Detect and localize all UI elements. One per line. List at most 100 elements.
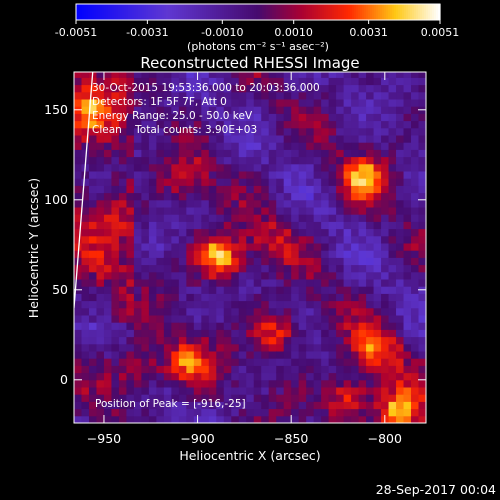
- heatmap-cell: [283, 322, 292, 330]
- heatmap-cell: [193, 351, 202, 359]
- heatmap-cell: [148, 135, 157, 143]
- heatmap-cell: [253, 192, 262, 201]
- heatmap-cell: [88, 365, 97, 374]
- heatmap-cell: [261, 372, 270, 381]
- heatmap-cell: [418, 77, 426, 86]
- heatmap-cell: [186, 286, 195, 294]
- heatmap-cell: [208, 228, 217, 237]
- heatmap-cell: [216, 77, 225, 86]
- heatmap-cell: [328, 199, 337, 208]
- colorbar-cell: [166, 4, 169, 20]
- heatmap-cell: [306, 178, 315, 186]
- heatmap-cell: [74, 343, 82, 352]
- heatmap-cell: [321, 120, 330, 129]
- colorbar-tick-label: -0.0051: [55, 26, 97, 39]
- heatmap-cell: [396, 415, 405, 423]
- heatmap-cell: [141, 394, 150, 402]
- heatmap-cell: [96, 257, 105, 266]
- heatmap-cell: [418, 192, 426, 201]
- colorbar-cell: [354, 4, 357, 20]
- heatmap-cell: [298, 120, 307, 129]
- heatmap-cell: [366, 264, 375, 273]
- heatmap-cell: [96, 142, 105, 150]
- heatmap-cell: [306, 415, 315, 423]
- heatmap-cell: [231, 415, 240, 423]
- colorbar-cell: [360, 4, 363, 20]
- heatmap-cell: [396, 379, 405, 388]
- colorbar-cell: [332, 4, 335, 20]
- heatmap-cell: [396, 401, 405, 410]
- colorbar-cell: [180, 4, 183, 20]
- heatmap-cell: [193, 178, 202, 186]
- heatmap-cell: [313, 84, 322, 93]
- heatmap-cell: [171, 394, 180, 402]
- heatmap-cell: [306, 293, 315, 302]
- heatmap-cell: [351, 106, 360, 114]
- heatmap-cell: [358, 149, 367, 158]
- heatmap-cell: [231, 163, 240, 172]
- heatmap-cell: [291, 106, 300, 114]
- heatmap-cell: [178, 365, 187, 374]
- heatmap-cell: [396, 243, 405, 251]
- heatmap-cell: [133, 84, 142, 93]
- heatmap-cell: [276, 250, 285, 258]
- heatmap-cell: [261, 156, 270, 165]
- heatmap-cell: [111, 315, 120, 323]
- heatmap-cell: [403, 135, 412, 143]
- heatmap-cell: [276, 243, 285, 251]
- heatmap-cell: [178, 199, 187, 208]
- heatmap-cell: [261, 264, 270, 273]
- heatmap-cell: [253, 387, 262, 395]
- heatmap-cell: [411, 415, 420, 423]
- heatmap-cell: [246, 279, 255, 287]
- heatmap-cell: [96, 127, 105, 136]
- heatmap-cell: [313, 358, 322, 366]
- colorbar-cell: [106, 4, 109, 20]
- heatmap-cell: [156, 91, 165, 100]
- colorbar-cell: [232, 4, 235, 20]
- heatmap-cell: [216, 127, 225, 136]
- heatmap-cell: [163, 286, 172, 294]
- heatmap-cell: [381, 120, 390, 129]
- heatmap-cell: [411, 387, 420, 395]
- heatmap-cell: [261, 235, 270, 244]
- heatmap-cell: [261, 91, 270, 100]
- heatmap-cell: [381, 315, 390, 323]
- heatmap-cell: [388, 171, 397, 179]
- heatmap-cell: [388, 77, 397, 86]
- heatmap-cell: [373, 343, 382, 352]
- heatmap-cell: [156, 207, 165, 215]
- heatmap-cell: [111, 300, 120, 309]
- heatmap-cell: [336, 149, 345, 158]
- heatmap-cell: [343, 192, 352, 201]
- heatmap-cell: [328, 178, 337, 186]
- heatmap-cell: [283, 286, 292, 294]
- heatmap-cell: [321, 91, 330, 100]
- heatmap-cell: [411, 293, 420, 302]
- heatmap-cell: [328, 106, 337, 114]
- heatmap-cell: [396, 113, 405, 122]
- heatmap-cell: [163, 300, 172, 309]
- heatmap-cell: [373, 271, 382, 280]
- heatmap-cell: [358, 343, 367, 352]
- heatmap-cell: [216, 178, 225, 186]
- heatmap-cell: [201, 228, 210, 237]
- heatmap-cell: [223, 156, 232, 165]
- heatmap-cell: [126, 120, 135, 129]
- heatmap-cell: [291, 315, 300, 323]
- heatmap-cell: [283, 365, 292, 374]
- heatmap-cell: [358, 127, 367, 136]
- heatmap-cell: [381, 77, 390, 86]
- colorbar-cell: [126, 4, 129, 20]
- heatmap-cell: [231, 243, 240, 251]
- heatmap-cell: [96, 307, 105, 316]
- heatmap-cell: [268, 207, 277, 215]
- heatmap-cell: [111, 365, 120, 374]
- heatmap-cell: [276, 401, 285, 410]
- heatmap-cell: [418, 171, 426, 179]
- heatmap-cell: [126, 307, 135, 316]
- heatmap-cell: [351, 329, 360, 338]
- heatmap-cell: [103, 127, 112, 136]
- heatmap-cell: [133, 72, 142, 78]
- heatmap-cell: [216, 307, 225, 316]
